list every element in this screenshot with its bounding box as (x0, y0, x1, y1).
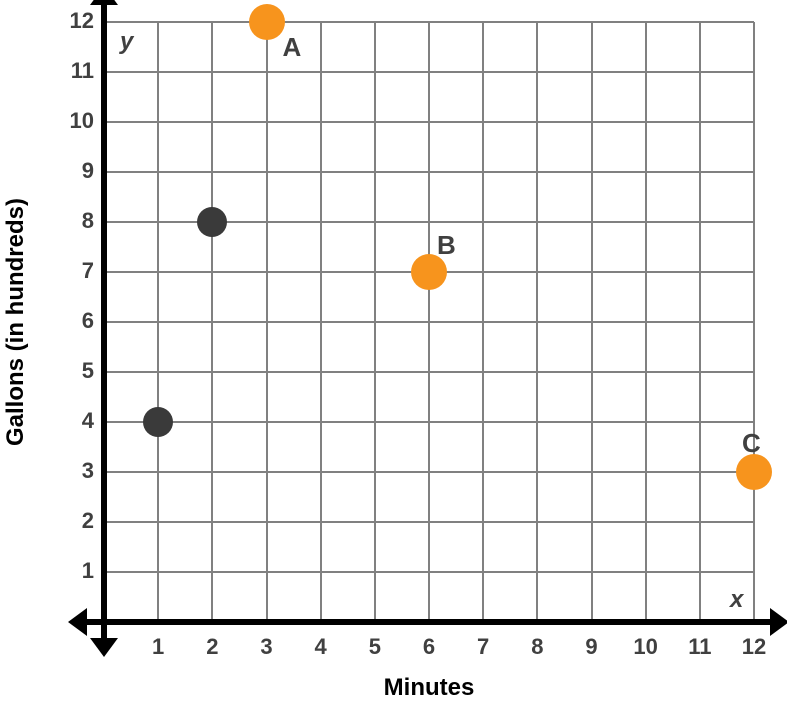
x-axis-title: Minutes (384, 674, 475, 702)
y-tick-label: 2 (54, 508, 94, 534)
gridline-horizontal (104, 171, 754, 173)
data-point (197, 207, 227, 237)
gridline-horizontal (104, 421, 754, 423)
gridline-horizontal (104, 521, 754, 523)
x-tick-label: 3 (247, 634, 287, 660)
x-tick-label: 7 (463, 634, 503, 660)
y-axis-letter: y (120, 28, 133, 56)
gridline-horizontal (104, 321, 754, 323)
x-tick-label: 5 (355, 634, 395, 660)
axis-arrow-icon (90, 638, 118, 657)
point-label: A (283, 32, 302, 63)
x-tick-label: 9 (572, 634, 612, 660)
y-tick-label: 12 (54, 8, 94, 34)
axis-arrow-icon (90, 0, 118, 5)
point-label: B (437, 230, 456, 261)
data-point (736, 454, 772, 490)
x-tick-label: 8 (517, 634, 557, 660)
y-tick-label: 1 (54, 558, 94, 584)
y-tick-label: 4 (54, 408, 94, 434)
x-tick-label: 2 (192, 634, 232, 660)
y-tick-label: 10 (54, 108, 94, 134)
y-tick-label: 7 (54, 258, 94, 284)
gridline-horizontal (104, 371, 754, 373)
x-tick-label: 11 (680, 634, 720, 660)
x-tick-label: 6 (409, 634, 449, 660)
y-tick-label: 5 (54, 358, 94, 384)
plot-area: xy123456789101112123456789101112ABC (104, 22, 754, 622)
axis-arrow-icon (68, 608, 87, 636)
x-axis-letter: x (730, 586, 743, 614)
y-axis-title: Gallons (in hundreds) (2, 198, 30, 446)
x-tick-label: 4 (301, 634, 341, 660)
y-axis-line (101, 2, 107, 642)
gridline-horizontal (104, 471, 754, 473)
x-tick-label: 10 (626, 634, 666, 660)
y-tick-label: 6 (54, 308, 94, 334)
x-axis-line (84, 619, 774, 625)
data-point (143, 407, 173, 437)
chart-container: Gallons (in hundreds) Minutes xy12345678… (0, 0, 787, 717)
gridline-horizontal (104, 71, 754, 73)
y-tick-label: 9 (54, 158, 94, 184)
point-label: C (742, 428, 761, 459)
x-tick-label: 1 (138, 634, 178, 660)
y-tick-label: 11 (54, 58, 94, 84)
gridline-horizontal (104, 21, 754, 23)
data-point (249, 4, 285, 40)
axis-arrow-icon (770, 608, 787, 636)
y-tick-label: 8 (54, 208, 94, 234)
y-tick-label: 3 (54, 458, 94, 484)
x-tick-label: 12 (734, 634, 774, 660)
gridline-horizontal (104, 121, 754, 123)
gridline-horizontal (104, 571, 754, 573)
